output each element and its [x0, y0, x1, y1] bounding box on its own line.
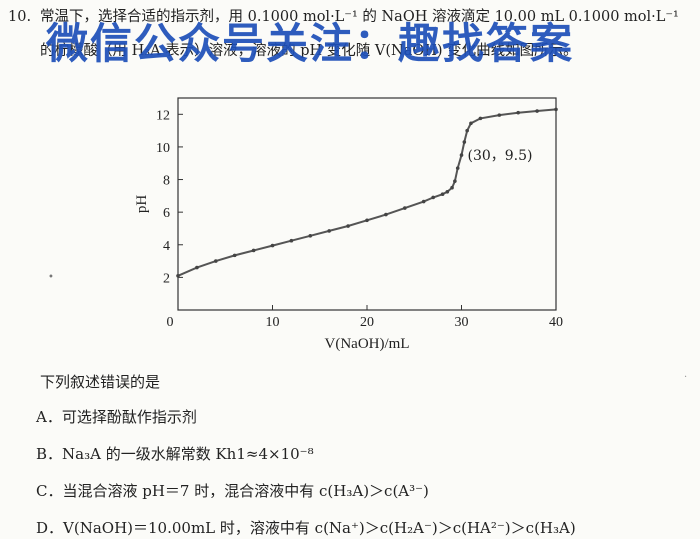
data-point — [384, 212, 388, 217]
y-tick-label: 12 — [156, 108, 170, 123]
y-tick-label: 2 — [163, 271, 170, 286]
data-point — [462, 140, 467, 144]
y-axis-label: pH — [134, 195, 150, 214]
plot-frame — [177, 97, 557, 311]
watermark: 微信公众号关注：趣找答案 — [46, 19, 575, 68]
annotation-label: (30，9.5) — [468, 148, 533, 164]
data-point — [445, 189, 450, 194]
x-axis-label: V(NaOH)/mL — [325, 336, 410, 352]
data-point — [421, 199, 426, 204]
option-b: B．Na₃A 的一级水解常数 Kh1≈4×10⁻⁸ — [36, 445, 314, 463]
option-d: D．V(NaOH)＝10.00mL 时，溶液中有 c(Na⁺)＞c(H₂A⁻)＞… — [36, 519, 576, 537]
question-line-1: 10. 常温下，选择合适的指示剂，用 0.1000 mol·L⁻¹ 的 NaOH … — [8, 6, 698, 28]
option-c: C．当混合溶液 pH＝7 时，混合溶液中有 c(H₃A)＞c(A³⁻) — [36, 482, 429, 500]
data-point — [459, 153, 464, 157]
data-point — [232, 253, 237, 258]
question-line-2: 的柠檬酸（用 H₃A 表示）溶液，溶液的 pH 变化随 V(NaOH) 变化曲线… — [40, 43, 578, 59]
titration-chart: 0 10 20 30 40 2 4 6 8 10 12 (30，9.5) V(NaOH)/mL pH — [134, 97, 563, 352]
data-point — [465, 128, 469, 133]
x-tick-label: 30 — [455, 315, 469, 330]
y-tick-label: 8 — [163, 174, 170, 189]
question-prompt: 下列叙述错误的是 — [40, 373, 161, 391]
data-point — [195, 265, 199, 270]
data-point — [431, 195, 435, 200]
data-point — [403, 206, 407, 210]
speck-mark: • — [48, 272, 54, 283]
x-tick-label: 40 — [549, 315, 563, 330]
data-point — [176, 273, 180, 278]
data-point — [455, 166, 460, 170]
data-point — [270, 243, 275, 248]
data-point — [478, 116, 483, 121]
data-point — [365, 218, 369, 223]
data-point — [469, 121, 473, 126]
data-point — [289, 238, 294, 243]
data-point — [214, 259, 218, 263]
question-text-1: 常温下，选择合适的指示剂，用 0.1000 mol·L⁻¹ 的 NaOH 溶液滴… — [40, 9, 679, 25]
data-point — [308, 234, 313, 238]
option-a: A．可选择酚酞作指示剂 — [36, 408, 197, 426]
data-point — [554, 107, 558, 112]
question-number: 10. — [8, 9, 32, 25]
x-tick-label: 0 — [167, 315, 174, 330]
y-tick-label: 4 — [163, 239, 170, 254]
y-tick-label: 10 — [156, 141, 170, 156]
data-point — [535, 109, 539, 113]
data-point — [440, 192, 445, 197]
data-point — [497, 113, 502, 117]
x-tick-label: 10 — [266, 315, 280, 330]
titration-curve — [177, 108, 557, 277]
margin-mark: · — [684, 372, 688, 383]
data-point — [346, 224, 350, 228]
x-tick-label: 20 — [360, 315, 374, 330]
data-point — [453, 179, 457, 183]
data-point — [327, 229, 331, 233]
data-point — [251, 248, 256, 253]
y-tick-label: 6 — [163, 206, 170, 221]
data-point — [516, 110, 520, 115]
data-point — [450, 185, 454, 190]
